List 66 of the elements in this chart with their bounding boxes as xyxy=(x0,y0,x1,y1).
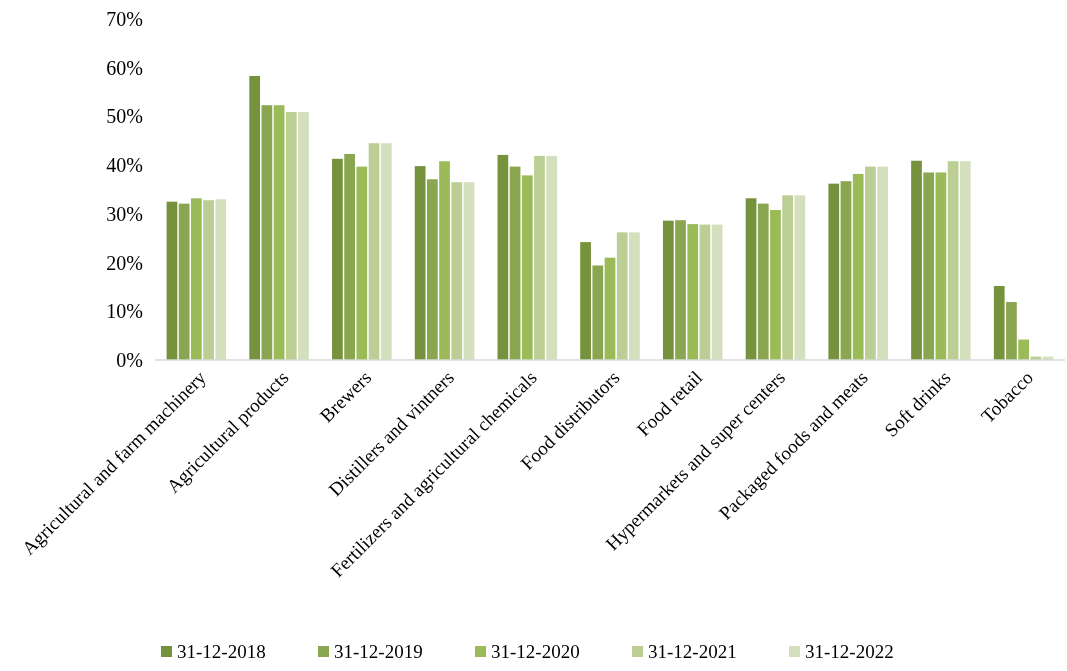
bar xyxy=(521,175,533,360)
bar xyxy=(662,220,674,360)
bar xyxy=(852,173,864,360)
bar xyxy=(1006,302,1017,360)
y-tick-label: 20% xyxy=(106,251,143,274)
legend-label: 31-12-2021 xyxy=(648,641,737,662)
bar xyxy=(794,195,806,360)
legend-label: 31-12-2019 xyxy=(334,641,423,662)
y-tick-label: 40% xyxy=(106,154,143,177)
bar xyxy=(273,105,285,360)
bar xyxy=(959,161,971,360)
bar xyxy=(675,220,686,360)
legend-label: 31-12-2018 xyxy=(177,641,266,662)
bar xyxy=(757,203,769,360)
bar xyxy=(439,161,450,360)
bar xyxy=(616,232,628,360)
bar xyxy=(699,224,711,360)
bar xyxy=(911,160,922,360)
bar xyxy=(782,195,794,360)
bar xyxy=(1018,339,1030,360)
bar xyxy=(546,155,558,360)
y-tick-label: 30% xyxy=(106,202,143,225)
legend-label: 31-12-2022 xyxy=(805,641,894,662)
bar xyxy=(877,166,888,360)
bar xyxy=(923,172,935,360)
bar xyxy=(249,76,261,360)
bar xyxy=(332,158,343,360)
bar xyxy=(166,201,178,360)
bar xyxy=(285,112,297,360)
bar xyxy=(380,143,392,360)
bar xyxy=(865,166,876,360)
bar xyxy=(947,161,959,360)
bar xyxy=(215,199,227,360)
bar xyxy=(840,181,852,360)
y-tick-label: 70% xyxy=(106,8,143,30)
bar xyxy=(580,242,591,360)
bar xyxy=(298,112,309,360)
y-tick-label: 50% xyxy=(106,105,143,128)
bar xyxy=(203,200,214,360)
bar xyxy=(604,257,616,360)
bar xyxy=(497,154,509,360)
bar xyxy=(463,182,475,360)
bar xyxy=(426,179,438,360)
bar xyxy=(935,172,947,360)
bar xyxy=(687,224,699,360)
y-tick-label: 0% xyxy=(116,349,143,371)
bar xyxy=(368,143,380,360)
legend-label: 31-12-2020 xyxy=(491,641,580,662)
bar xyxy=(414,166,426,360)
bar xyxy=(344,153,355,360)
bar xyxy=(178,203,190,360)
bar xyxy=(451,182,463,360)
bar xyxy=(190,198,202,360)
bar xyxy=(770,209,781,360)
bar xyxy=(629,232,640,360)
bar xyxy=(356,166,368,360)
bar xyxy=(534,155,545,360)
y-tick-label: 10% xyxy=(106,300,143,323)
bar xyxy=(745,198,757,360)
y-tick-label: 60% xyxy=(106,56,143,79)
bar xyxy=(828,183,840,360)
bar xyxy=(261,105,273,360)
bar xyxy=(592,265,604,360)
bar xyxy=(993,285,1005,360)
bar xyxy=(509,166,521,360)
bar xyxy=(711,224,723,360)
